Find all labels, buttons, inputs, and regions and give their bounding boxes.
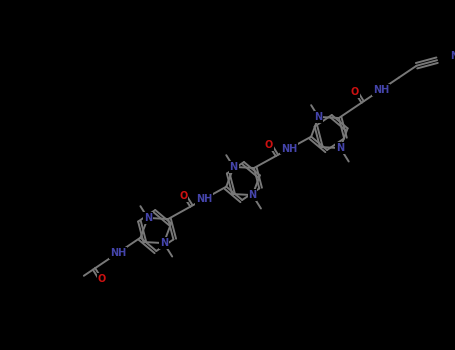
Text: N: N — [450, 51, 455, 61]
Text: O: O — [179, 191, 187, 201]
Text: NH: NH — [196, 194, 212, 204]
Text: O: O — [98, 274, 106, 284]
Text: O: O — [351, 87, 359, 97]
Text: NH: NH — [110, 248, 126, 258]
Text: O: O — [265, 140, 273, 150]
Text: NH: NH — [281, 144, 298, 154]
Text: NH: NH — [373, 85, 389, 95]
Text: N: N — [230, 162, 238, 172]
Text: N: N — [248, 190, 257, 200]
Text: N: N — [144, 213, 152, 223]
Text: N: N — [314, 112, 323, 122]
Text: N: N — [160, 238, 168, 248]
Text: N: N — [336, 143, 344, 153]
